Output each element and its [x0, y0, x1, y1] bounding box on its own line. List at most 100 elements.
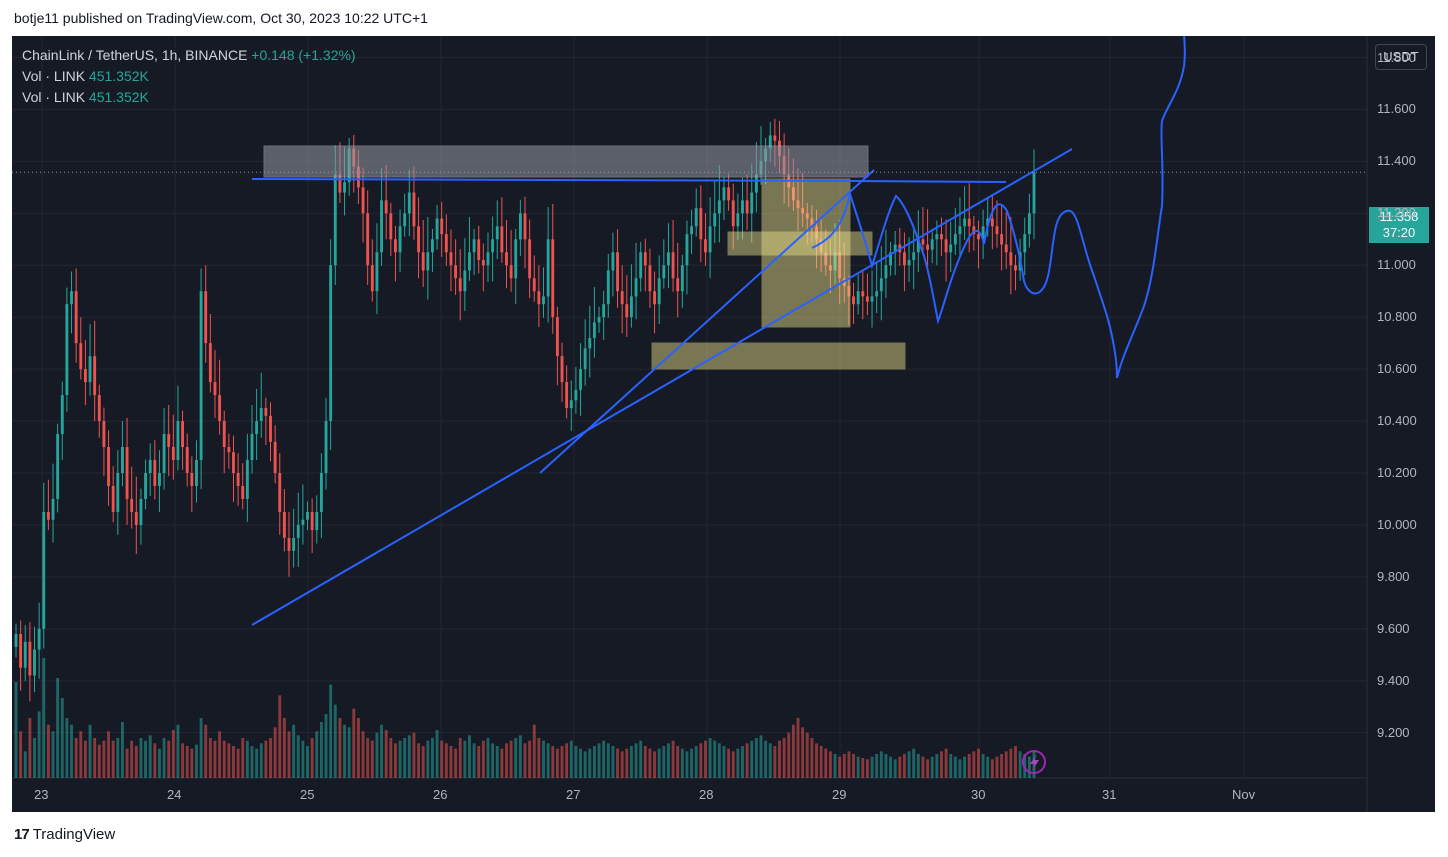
candle-body: [801, 208, 805, 214]
volume-bar: [824, 748, 828, 778]
volume-bar: [370, 740, 374, 778]
volume-bar: [542, 740, 545, 778]
volume-bar: [343, 724, 346, 778]
candle-body: [569, 400, 573, 409]
candle-body: [139, 498, 143, 525]
volume-bar: [389, 738, 393, 778]
candle-body: [19, 633, 23, 668]
volume-bar: [963, 756, 967, 778]
volume-bar: [338, 718, 342, 778]
volume-bar: [79, 731, 83, 778]
candle-body: [384, 200, 388, 214]
candle-body: [967, 218, 971, 227]
candle-body: [852, 296, 855, 305]
candle-body: [727, 187, 731, 201]
legend-vol-label-1[interactable]: Vol · LINK: [22, 68, 86, 84]
volume-bar: [592, 746, 596, 778]
candle-body: [977, 234, 980, 240]
time-tick-label: 31: [1102, 787, 1117, 802]
candle-body: [990, 218, 994, 227]
volume-bar: [625, 748, 629, 778]
volume-bar: [629, 746, 633, 778]
volume-bar: [875, 754, 879, 778]
volume-bar: [620, 751, 624, 778]
supply-zone: [263, 145, 869, 178]
volume-bar: [33, 738, 36, 778]
volume-bar: [509, 740, 513, 778]
volume-bar: [935, 754, 939, 778]
time-tick-label: 23: [34, 787, 49, 802]
volume-bar: [23, 751, 27, 778]
price-tick-label: 11.800: [1377, 49, 1416, 65]
candle-body: [981, 226, 985, 240]
chart-pane[interactable]: ChainLink / TetherUS, 1h, BINANCE +0.148…: [12, 36, 1435, 812]
time-tick-label: 27: [566, 787, 581, 802]
candle-body: [338, 174, 342, 193]
candle-body: [130, 498, 134, 512]
volume-bar: [130, 740, 134, 778]
candle-body: [394, 239, 397, 253]
candle-body: [935, 234, 939, 240]
candle-body: [865, 296, 869, 302]
candle-body: [144, 472, 147, 499]
candle-body: [181, 421, 185, 448]
candle-body: [431, 239, 434, 253]
candle-body: [676, 278, 680, 292]
volume-bar: [750, 740, 754, 778]
volume-bar: [171, 730, 175, 778]
candle-body: [717, 200, 721, 214]
chart-canvas[interactable]: [12, 36, 1435, 812]
volume-bar: [352, 708, 356, 778]
candle-body: [213, 382, 217, 396]
candle-body: [592, 322, 596, 338]
candle-body: [1014, 265, 1017, 271]
volume-bar: [768, 743, 772, 778]
candle-body: [1032, 172, 1036, 214]
candle-body: [518, 213, 522, 240]
candle-body: [805, 213, 809, 219]
volume-bar: [893, 759, 897, 778]
volume-bar: [477, 746, 481, 778]
candle-body: [810, 218, 814, 227]
price-tick-label: 11.200: [1377, 205, 1416, 221]
volume-bar: [787, 732, 791, 778]
candle-body: [264, 408, 268, 416]
candle-body: [893, 244, 897, 253]
candle-body: [361, 187, 365, 214]
currency-button[interactable]: USDT: [1375, 44, 1427, 70]
candle-body: [310, 511, 314, 531]
tradingview-logo[interactable]: 17 TradingView: [14, 826, 115, 843]
candle-body: [370, 265, 374, 292]
volume-bar: [833, 754, 837, 778]
volume-bar: [514, 738, 518, 778]
legend-vol-label-2[interactable]: Vol · LINK: [22, 89, 86, 105]
volume-bar: [958, 759, 962, 778]
volume-bar: [232, 746, 235, 778]
candle-body: [282, 511, 286, 538]
volume-bar: [449, 746, 453, 778]
volume-bar: [14, 682, 18, 778]
volume-bar: [662, 746, 666, 778]
candle-body: [791, 187, 795, 201]
candle-body: [287, 537, 291, 551]
volume-bar: [70, 724, 73, 778]
volume-bar: [495, 746, 499, 778]
candle-body: [940, 234, 943, 240]
candle-body: [273, 441, 277, 473]
legend-symbol[interactable]: ChainLink / TetherUS, 1h, BINANCE: [22, 47, 248, 63]
candle-body: [116, 472, 120, 512]
volume-bar: [926, 759, 930, 778]
tradingview-logo-icon: 17: [14, 826, 30, 843]
volume-bar: [426, 740, 430, 778]
volume-bar: [375, 732, 379, 778]
candle-body: [768, 135, 772, 149]
candle-body: [824, 252, 828, 266]
volume-bar: [458, 738, 462, 778]
candle-body: [856, 291, 860, 305]
volume-bar: [796, 718, 800, 778]
price-tick-label: 10.400: [1377, 413, 1417, 429]
legend-vol-value-1: 451.352K: [88, 68, 149, 84]
candle-body: [51, 498, 55, 520]
volume-bar: [301, 740, 305, 778]
volume-bar: [643, 746, 647, 778]
